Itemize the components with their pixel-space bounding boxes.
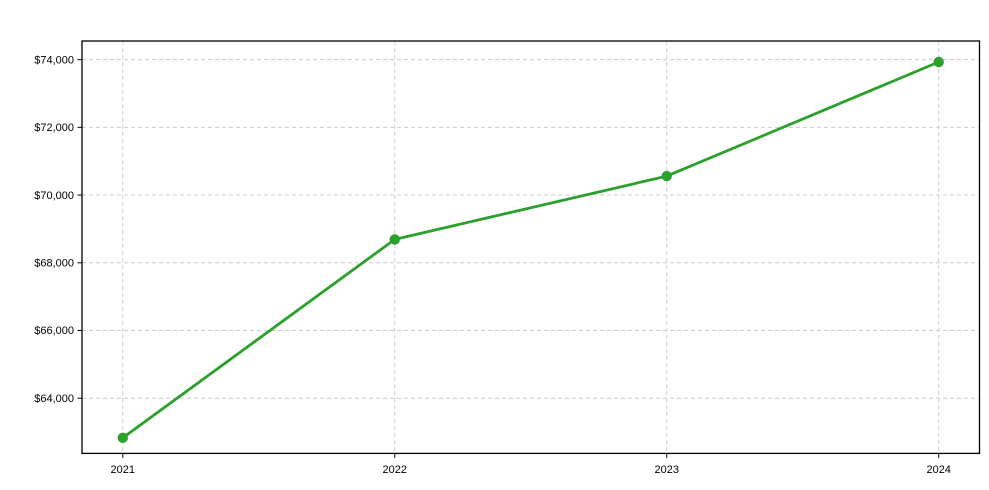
x-tick-label: 2023: [654, 464, 678, 476]
y-tick-label: $66,000: [34, 325, 74, 337]
y-tick-label: $74,000: [34, 54, 74, 66]
y-tick-label: $72,000: [34, 122, 74, 134]
data-point-marker: [389, 234, 400, 245]
data-point-marker: [661, 170, 672, 182]
axis-frame: [81, 40, 981, 455]
trend-line: [121, 60, 941, 440]
y-tick-label: $64,000: [34, 393, 74, 405]
data-point-marker: [117, 432, 128, 444]
y-tick-label: $70,000: [34, 190, 74, 202]
x-tick-label: 2022: [383, 464, 407, 476]
y-tick-label: $68,000: [34, 257, 74, 269]
x-tick-label: 2021: [111, 464, 135, 476]
data-point-marker: [933, 56, 944, 68]
x-tick-label: 2024: [926, 464, 950, 476]
